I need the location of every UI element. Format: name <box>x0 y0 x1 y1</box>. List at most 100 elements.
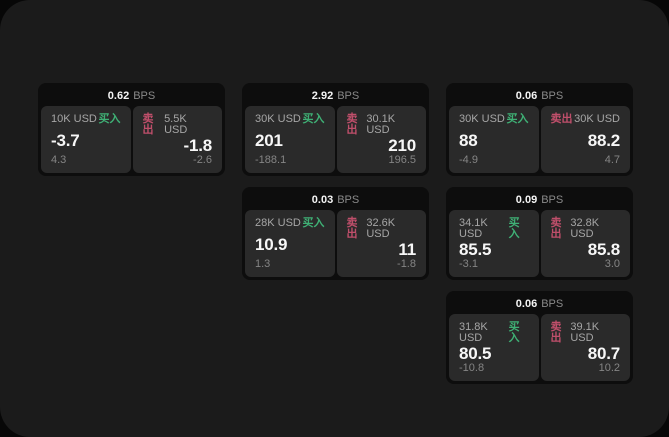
bps-spread-header: 0.62 BPS <box>41 86 222 106</box>
sell-panel-top: 卖出 39.1K USD <box>551 322 621 344</box>
sell-delta: 3.0 <box>604 258 620 270</box>
sell-price: 210 <box>388 136 416 155</box>
sell-price: 80.7 <box>587 344 620 363</box>
buy-sell-panels: 10K USD 买入 -3.7 4.3 卖出 5.5K USD -1.8 -2.… <box>41 106 222 173</box>
buy-size-label: 30K USD <box>255 113 301 125</box>
buy-side-label: 买入 <box>98 113 121 125</box>
buy-panel-top: 10K USD 买入 <box>51 114 121 125</box>
buy-price: 80.5 <box>459 344 492 363</box>
sell-price: -1.8 <box>183 136 213 155</box>
buy-side-label: 买入 <box>302 217 325 229</box>
buy-panel-top: 30K USD 买入 <box>255 114 325 125</box>
sell-price: 11 <box>398 240 416 259</box>
buy-side-label: 买入 <box>508 321 520 344</box>
buy-sell-panels: 30K USD 买入 88 -4.9 卖出 30K USD 88.2 4.7 <box>449 106 630 173</box>
sell-size-label: 32.6K USD <box>366 217 396 240</box>
sell-panel[interactable]: 卖出 5.5K USD -1.8 -2.6 <box>132 106 222 173</box>
quote-card: 0.09 BPS 34.1K USD 买入 85.5 -3.1 卖出 <box>446 187 633 280</box>
buy-size-label: 30K USD <box>459 113 505 125</box>
buy-price: 201 <box>255 130 283 150</box>
buy-sell-panels: 34.1K USD 买入 85.5 -3.1 卖出 32.8K USD 85.8… <box>449 210 630 277</box>
buy-panel[interactable]: 28K USD 买入 10.9 1.3 <box>245 210 335 277</box>
sell-panel-top: 卖出 32.6K USD <box>347 218 417 240</box>
buy-price: 85.5 <box>459 240 492 259</box>
sell-panel[interactable]: 卖出 39.1K USD 80.7 10.2 <box>540 314 630 381</box>
sell-size-label: 5.5K USD <box>164 113 188 136</box>
bps-spread-header: 0.06 BPS <box>449 294 630 314</box>
buy-delta: 4.3 <box>51 154 67 166</box>
sell-panel[interactable]: 卖出 30K USD 88.2 4.7 <box>540 106 630 173</box>
buy-panel-top: 34.1K USD 买入 <box>459 218 529 240</box>
buy-side-label: 买入 <box>508 217 520 240</box>
buy-delta: -3.1 <box>459 258 478 270</box>
buy-panel-top: 30K USD 买入 <box>459 114 529 125</box>
sell-side-label: 卖出 <box>550 321 562 344</box>
sell-panel[interactable]: 卖出 32.8K USD 85.8 3.0 <box>540 210 630 277</box>
sell-size-label: 30.1K USD <box>366 113 396 136</box>
buy-side-label: 买入 <box>506 113 529 125</box>
buy-panel[interactable]: 34.1K USD 买入 85.5 -3.1 <box>449 210 539 277</box>
sell-size-label: 32.8K USD <box>570 217 600 240</box>
sell-size-label: 39.1K USD <box>570 321 600 344</box>
buy-panel-top: 31.8K USD 买入 <box>459 322 529 344</box>
sell-side-label: 卖出 <box>550 217 562 240</box>
bps-unit-label: BPS <box>541 297 564 310</box>
sell-delta: -1.8 <box>397 258 416 270</box>
bps-value: 0.06 <box>515 297 538 310</box>
sell-price: 88.2 <box>587 130 620 150</box>
bps-spread-header: 0.06 BPS <box>449 86 630 106</box>
buy-size-label: 31.8K USD <box>459 321 488 344</box>
buy-size-label: 34.1K USD <box>459 217 488 240</box>
bps-value: 2.92 <box>311 89 334 102</box>
quote-cards-grid: 0.62 BPS 10K USD 买入 -3.7 4.3 卖出 <box>38 83 633 384</box>
buy-delta: 1.3 <box>255 258 271 270</box>
bps-value: 0.09 <box>515 193 538 206</box>
buy-panel[interactable]: 30K USD 买入 201 -188.1 <box>245 106 335 173</box>
buy-price: 10.9 <box>255 234 288 254</box>
buy-panel[interactable]: 31.8K USD 买入 80.5 -10.8 <box>449 314 539 381</box>
sell-price: 85.8 <box>587 240 620 259</box>
quote-card: 0.06 BPS 30K USD 买入 88 -4.9 卖出 <box>446 83 633 176</box>
bps-spread-header: 2.92 BPS <box>245 86 426 106</box>
buy-delta: -188.1 <box>255 154 287 166</box>
sell-panel-top: 卖出 32.8K USD <box>551 218 621 240</box>
quote-card: 0.06 BPS 31.8K USD 买入 80.5 -10.8 卖 <box>446 291 633 384</box>
buy-panel-top: 28K USD 买入 <box>255 218 325 229</box>
buy-delta: -10.8 <box>459 362 485 374</box>
sell-panel[interactable]: 卖出 32.6K USD 11 -1.8 <box>336 210 426 277</box>
bps-value: 0.03 <box>311 193 334 206</box>
buy-delta: -4.9 <box>459 154 478 166</box>
sell-delta: 196.5 <box>388 154 416 166</box>
sell-side-label: 卖出 <box>346 113 358 136</box>
sell-panel[interactable]: 卖出 30.1K USD 210 196.5 <box>336 106 426 173</box>
bps-value: 0.62 <box>107 89 130 102</box>
sell-panel-top: 卖出 5.5K USD <box>143 114 213 136</box>
bps-unit-label: BPS <box>337 89 360 102</box>
sell-delta: -2.6 <box>193 154 212 166</box>
sell-panel-top: 卖出 30.1K USD <box>347 114 417 136</box>
quote-card: 0.03 BPS 28K USD 买入 10.9 1.3 卖出 <box>242 187 429 280</box>
buy-panel[interactable]: 10K USD 买入 -3.7 4.3 <box>41 106 131 173</box>
buy-size-label: 28K USD <box>255 217 301 229</box>
buy-sell-panels: 30K USD 买入 201 -188.1 卖出 30.1K USD 210 1… <box>245 106 426 173</box>
bps-unit-label: BPS <box>541 193 564 206</box>
quote-card: 2.92 BPS 30K USD 买入 201 -188.1 卖出 <box>242 83 429 176</box>
buy-sell-panels: 31.8K USD 买入 80.5 -10.8 卖出 39.1K USD 80.… <box>449 314 630 381</box>
sell-panel-top: 卖出 30K USD <box>551 114 621 125</box>
buy-panel[interactable]: 30K USD 买入 88 -4.9 <box>449 106 539 173</box>
sell-delta: 10.2 <box>598 362 620 374</box>
sell-side-label: 卖出 <box>346 217 358 240</box>
sell-delta: 4.7 <box>604 154 620 166</box>
buy-price: -3.7 <box>51 130 80 150</box>
sell-side-label: 卖出 <box>142 113 154 136</box>
bps-unit-label: BPS <box>133 89 156 102</box>
buy-price: 88 <box>459 130 478 150</box>
bps-unit-label: BPS <box>337 193 360 206</box>
buy-size-label: 10K USD <box>51 113 97 125</box>
buy-side-label: 买入 <box>302 113 325 125</box>
buy-sell-panels: 28K USD 买入 10.9 1.3 卖出 32.6K USD 11 -1.8 <box>245 210 426 277</box>
sell-size-label: 30K USD <box>574 113 620 125</box>
quote-card: 0.62 BPS 10K USD 买入 -3.7 4.3 卖出 <box>38 83 225 176</box>
